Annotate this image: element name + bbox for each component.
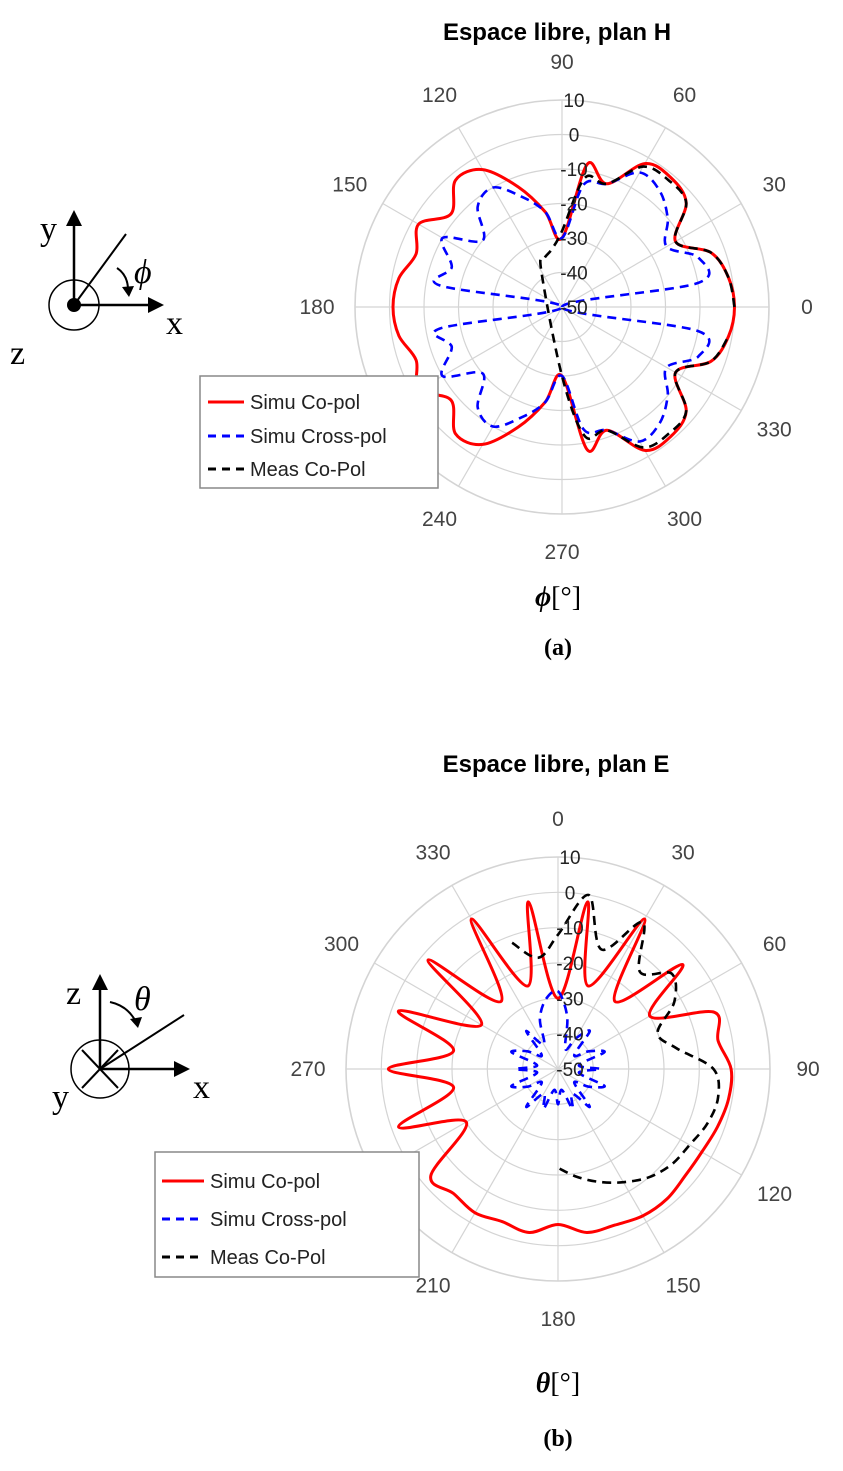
angle-tick-label: 330: [757, 419, 792, 442]
figure-b: Espace libre, plan E 0 30 60 90 120 150 180 210…: [0, 720, 843, 1466]
figure-caption: (a): [544, 635, 572, 661]
polar-grid: [354, 99, 770, 515]
grid-spoke: [382, 202, 563, 308]
radial-tick-label: -20: [556, 954, 583, 975]
radial-tick-label: -30: [560, 229, 587, 250]
grid-spoke: [557, 1068, 665, 1253]
angle-tick-label: 30: [763, 174, 786, 197]
angle-tick-label: 330: [415, 842, 450, 865]
coordinate-axes-diagram: z x y θ: [52, 974, 210, 1116]
grid-spoke: [451, 885, 559, 1070]
angle-tick-label: 270: [290, 1058, 325, 1081]
legend-label-simu-cross-pol: Simu Cross-pol: [210, 1209, 347, 1231]
axis-label-out: z: [10, 335, 25, 372]
angle-tick-label: 300: [324, 933, 359, 956]
angle-tick-label: 180: [540, 1308, 575, 1331]
axis-label-up: y: [40, 211, 57, 248]
angle-tick-label: 90: [796, 1058, 819, 1081]
angle-tick-label: 0: [801, 296, 813, 319]
radial-tick-label: -50: [556, 1060, 583, 1081]
radial-tick-label: -30: [556, 989, 583, 1010]
angle-tick-label: 210: [415, 1275, 450, 1298]
legend-label-simu-co-pol: Simu Co-pol: [210, 1171, 320, 1193]
angle-label: ϕ: [134, 254, 152, 291]
grid-spoke: [561, 127, 667, 308]
angle-tick-label: 0: [552, 808, 564, 831]
series-group: [386, 893, 734, 1235]
legend-label-simu-co-pol: Simu Co-pol: [250, 392, 360, 414]
grid-spoke: [561, 306, 667, 487]
legend: Simu Co-pol Simu Cross-pol Meas Co-Pol: [199, 375, 439, 489]
series-line-meas-co-pol: [511, 893, 721, 1184]
angle-tick-label: 240: [422, 508, 457, 531]
chart-title: Espace libre, plan E: [443, 751, 670, 778]
radial-tick-label: 0: [569, 126, 580, 147]
angle-tick-label: 120: [422, 84, 457, 107]
axis-label: ϕ[°]: [535, 582, 581, 613]
legend: Simu Co-pol Simu Cross-pol Meas Co-Pol: [154, 1151, 420, 1278]
angle-ray-icon: [73, 233, 127, 306]
angle-tick-label: 30: [671, 842, 694, 865]
angle-tick-label: 150: [332, 174, 367, 197]
radial-tick-label: 10: [559, 848, 580, 869]
chart-title: Espace libre, plan H: [443, 19, 671, 46]
angle-label: θ: [134, 981, 151, 1018]
radial-tick-label: -50: [560, 298, 587, 319]
grid-spoke: [561, 202, 742, 308]
series-line-meas-co-pol: [538, 165, 736, 449]
axis-label-up: z: [66, 975, 81, 1012]
axis-label: θ[°]: [536, 1368, 580, 1399]
polar-chart-h-plane: Espace libre, plan H 9060300330300270240…: [10, 19, 813, 661]
axis-label-right: x: [193, 1069, 210, 1106]
series-line-simu-co-pol: [391, 161, 736, 453]
angle-tick-label: 60: [763, 933, 786, 956]
figure-caption: (b): [543, 1426, 572, 1452]
radial-tick-label: -40: [560, 264, 587, 285]
polar-chart-e-plane: Espace libre, plan E 0 30 60 90 120 150 180 210…: [52, 751, 820, 1452]
legend-label-simu-cross-pol: Simu Cross-pol: [250, 426, 387, 448]
grid-spoke: [457, 127, 563, 308]
angle-tick-label: 120: [757, 1183, 792, 1206]
series-line-simu-cross-pol: [432, 171, 711, 443]
radial-tick-label: 10: [563, 91, 584, 112]
angle-tick-label: 300: [667, 508, 702, 531]
tick-labels: 0306090120150180210240270300330100-10-20…: [290, 808, 819, 1331]
grid-spoke: [561, 306, 742, 412]
angle-tick-label: 60: [673, 84, 696, 107]
radial-tick-label: -10: [560, 160, 587, 181]
series-line-simu-cross-pol: [510, 989, 606, 1111]
angle-tick-label: 180: [299, 296, 334, 319]
axis-label-out: y: [52, 1079, 69, 1116]
angle-tick-label: 90: [550, 51, 573, 74]
series-line-simu-co-pol: [386, 900, 734, 1235]
axis-label-right: x: [166, 305, 183, 342]
radial-tick-label: -10: [556, 919, 583, 940]
radial-tick-label: -40: [556, 1025, 583, 1046]
angle-tick-label: 270: [544, 541, 579, 564]
radial-tick-label: 0: [565, 883, 576, 904]
radial-tick-label: -20: [560, 195, 587, 216]
angle-tick-label: 150: [665, 1275, 700, 1298]
series-group: [391, 161, 736, 453]
figure-a: Espace libre, plan H 90 60 30 0 330 300 270 240…: [0, 0, 843, 700]
grid-spoke: [451, 1068, 559, 1253]
angle-ray-icon: [99, 1014, 185, 1070]
coordinate-axes-diagram: y x z ϕ: [10, 210, 183, 372]
tick-labels: 9060300330300270240210180150120100-10-20…: [299, 51, 812, 564]
legend-label-meas-co-pol: Meas Co-Pol: [210, 1247, 326, 1269]
legend-label-meas-co-pol: Meas Co-Pol: [250, 459, 366, 481]
grid-spoke: [457, 306, 563, 487]
